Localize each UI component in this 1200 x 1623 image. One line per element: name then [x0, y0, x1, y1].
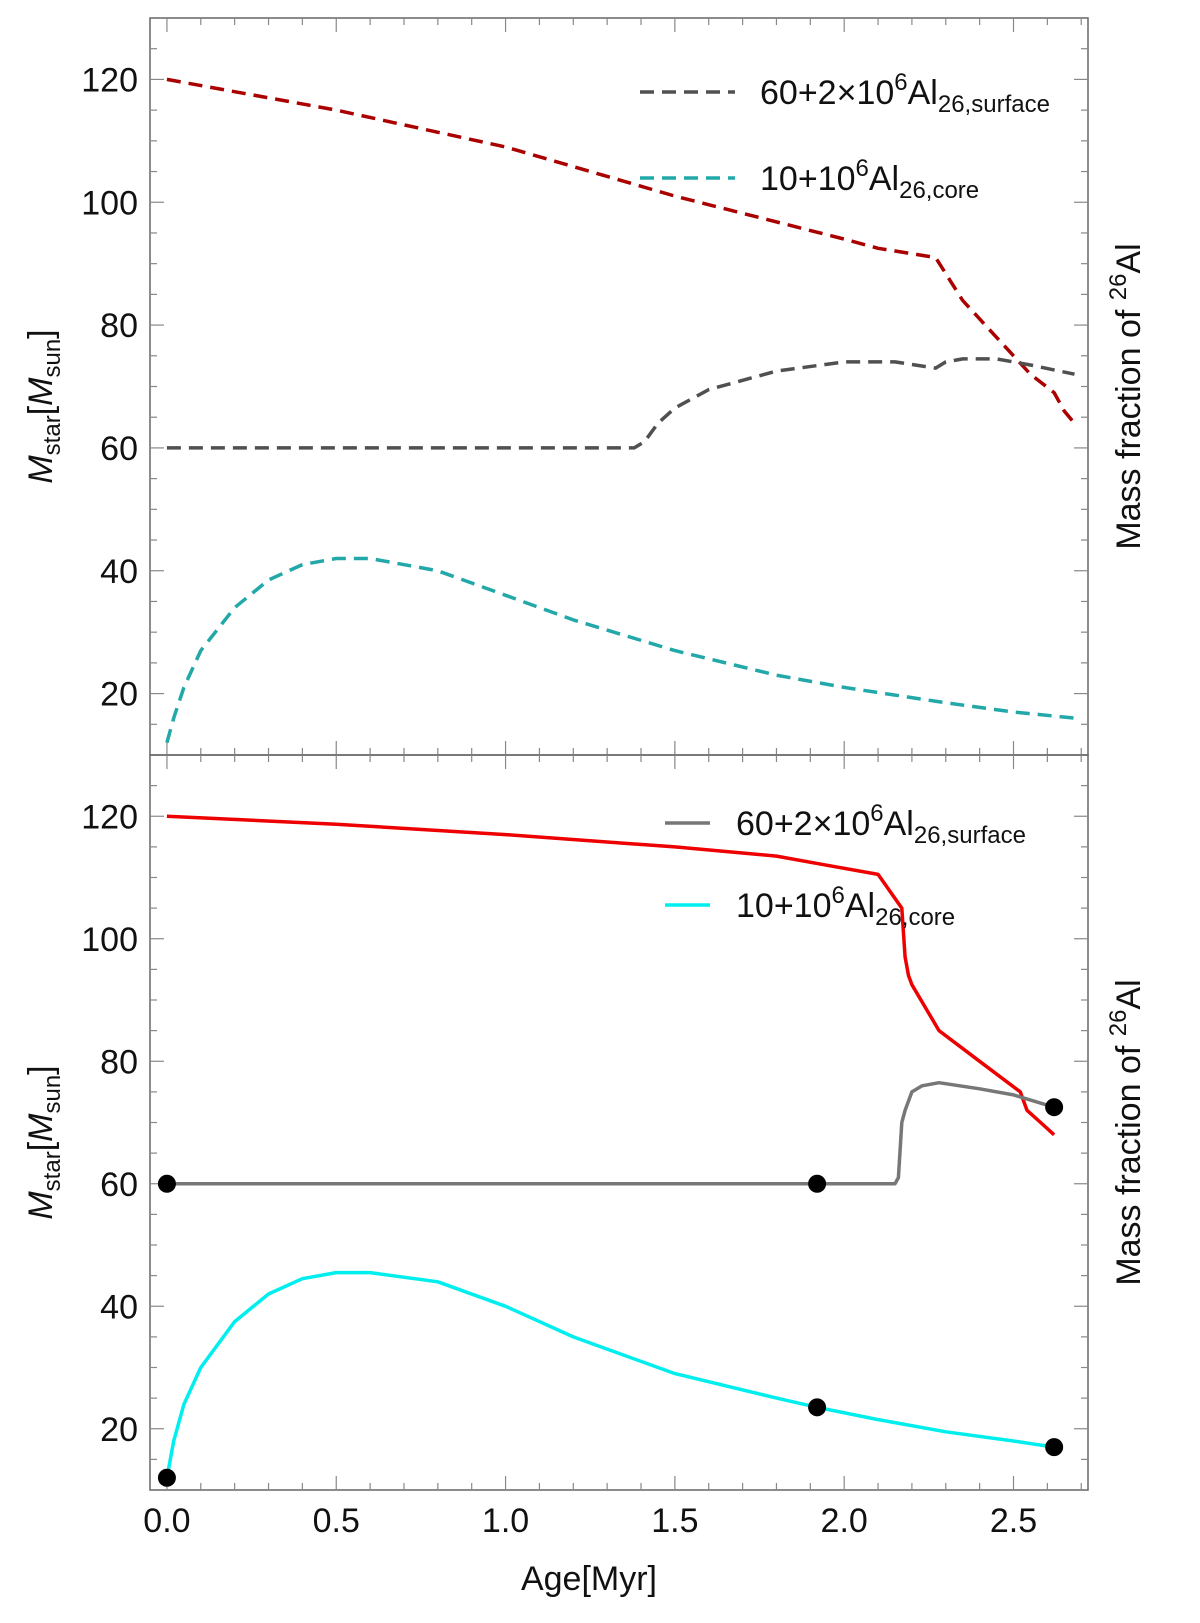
right-axis-title-text: Al: [1110, 243, 1148, 273]
right-axis-title: Mass fraction of 26Al: [1105, 979, 1148, 1285]
right-axis-title: Mass fraction of 26Al: [1105, 243, 1148, 549]
legend-text-sub: 26,surface: [914, 822, 1026, 849]
y-tick-label: 80: [100, 1043, 138, 1081]
y-tick-label: 20: [100, 676, 138, 714]
legend-text-sub: 26,core: [875, 904, 955, 931]
y-axis-title: Mstar[Msun]: [22, 329, 66, 483]
y-axis-title-bracket: [: [22, 1141, 60, 1151]
data-point-marker: [808, 1398, 827, 1417]
legend-label-core: 10+106Al26,core: [736, 882, 955, 931]
legend-text-sub: 26,core: [899, 177, 979, 204]
y-axis-title-bracket: ]: [22, 329, 60, 338]
y-axis-title-unit-sub: sun: [39, 1075, 66, 1114]
legend-text-sup: 6: [832, 882, 845, 909]
legend-text-main: Al: [884, 805, 914, 843]
plot-frame: [149, 754, 1089, 1491]
y-axis-title-unit: M: [22, 377, 60, 406]
y-axis-title-base: M: [22, 1191, 60, 1220]
right-axis-title-text: Mass fraction of: [1110, 300, 1148, 549]
series-line-core: [165, 556, 1075, 744]
series-line-surface: [166, 1080, 1055, 1186]
legend-text-main: Al: [845, 887, 875, 925]
legend-text-sup: 6: [856, 155, 869, 182]
right-axis-title-text: Al: [1110, 979, 1148, 1009]
y-tick-label: 80: [100, 307, 138, 345]
y-tick-label: 40: [100, 1288, 138, 1326]
y-tick-label: 40: [100, 553, 138, 591]
y-axis-title-unit-sub: sun: [39, 339, 66, 378]
y-axis-title-base: M: [22, 455, 60, 484]
y-axis-title-sub: star: [39, 1151, 66, 1191]
x-axis-title: Age[Myr]: [521, 1560, 657, 1598]
y-tick-label: 100: [81, 184, 138, 222]
data-point-marker: [157, 1468, 176, 1487]
data-point-marker: [808, 1174, 827, 1193]
y-axis-title-sub: star: [39, 415, 66, 455]
legend-text-main: 10+10: [760, 160, 856, 198]
data-point-marker: [1045, 1098, 1064, 1117]
y-tick-label: 100: [81, 921, 138, 959]
x-tick-label: 0.5: [313, 1502, 360, 1540]
legend-text-sub: 26,surface: [938, 91, 1050, 118]
legend-text-main: 60+2×10: [760, 74, 894, 112]
y-tick-label: 60: [100, 1166, 138, 1204]
legend-text-sup: 6: [894, 69, 907, 96]
y-tick-label: 120: [81, 798, 138, 836]
legend-text-main: Al: [908, 74, 938, 112]
right-axis-title-text: Mass fraction of: [1110, 1036, 1148, 1285]
right-axis-title-sup: 26: [1105, 1010, 1132, 1037]
series-line-surface: [166, 357, 1075, 450]
legend-label-surface: 60+2×106Al26,surface: [736, 800, 1026, 849]
y-axis-title-unit: M: [22, 1113, 60, 1142]
y-tick-label: 20: [100, 1411, 138, 1449]
legend-text-main: 10+10: [736, 887, 832, 925]
y-axis-title-bracket: [: [22, 405, 60, 415]
x-tick-label: 2.0: [821, 1502, 868, 1540]
legend-label-surface: 60+2×106Al26,surface: [760, 69, 1050, 118]
series-line-core: [165, 1270, 1055, 1479]
y-tick-label: 60: [100, 430, 138, 468]
y-axis-title: Mstar[Msun]: [22, 1065, 66, 1219]
data-point-marker: [157, 1174, 176, 1193]
legend-text-sup: 6: [870, 800, 883, 827]
x-tick-label: 0.0: [143, 1502, 190, 1540]
panel-bottom: 20 40 60 80 100 120 0.0 0.5 1.0 1.5 2.0 2.5 Age[Myr]…: [22, 754, 1148, 1598]
right-axis-title-sup: 26: [1105, 274, 1132, 301]
y-tick-label: 120: [81, 61, 138, 99]
data-point-marker: [1045, 1438, 1064, 1457]
plot-frame: [149, 17, 1089, 756]
x-tick-label: 1.5: [651, 1502, 698, 1540]
legend-text-main: Al: [869, 160, 899, 198]
x-tick-label: 2.5: [990, 1502, 1037, 1540]
legend-text-main: 60+2×10: [736, 805, 870, 843]
x-tick-label: 1.0: [482, 1502, 529, 1540]
series-line-mass: [166, 77, 1076, 425]
legend-label-core: 10+106Al26,core: [760, 155, 979, 204]
y-axis-title-bracket: ]: [22, 1065, 60, 1074]
